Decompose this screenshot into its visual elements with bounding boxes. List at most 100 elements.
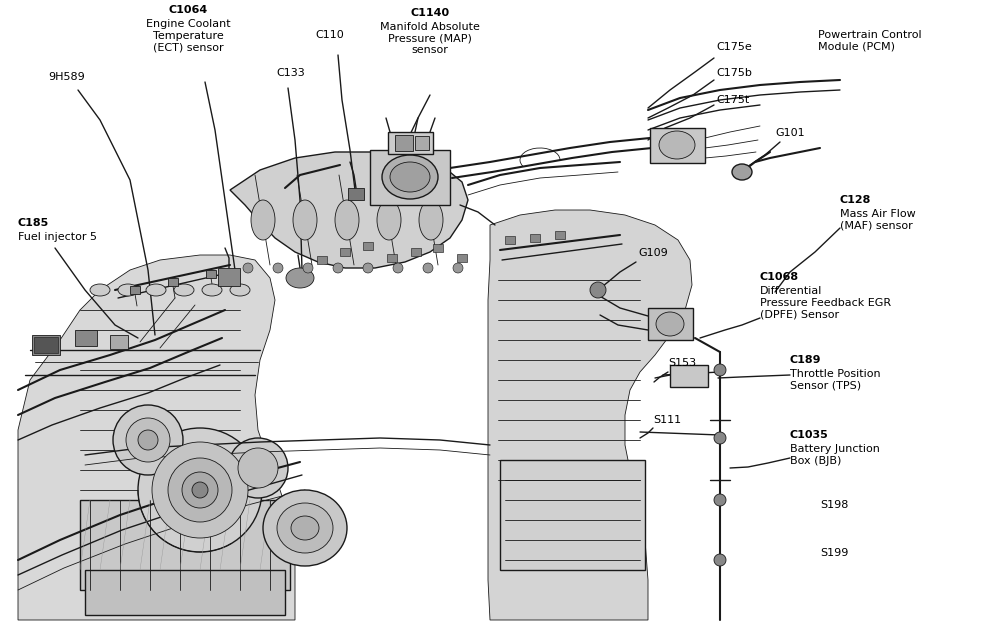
Ellipse shape — [382, 155, 437, 199]
Ellipse shape — [276, 503, 333, 553]
Bar — [555, 231, 565, 239]
Text: G109: G109 — [637, 248, 667, 258]
Ellipse shape — [146, 284, 166, 296]
Text: Differential
Pressure Feedback EGR
(DPFE) Sensor: Differential Pressure Feedback EGR (DPFE… — [759, 286, 891, 319]
Ellipse shape — [113, 405, 183, 475]
Polygon shape — [487, 210, 691, 620]
Ellipse shape — [126, 418, 170, 462]
Bar — [34, 337, 58, 353]
Ellipse shape — [335, 200, 359, 240]
Ellipse shape — [138, 428, 261, 552]
Ellipse shape — [285, 268, 314, 288]
Ellipse shape — [333, 263, 343, 273]
Bar — [414, 136, 428, 150]
Ellipse shape — [714, 432, 726, 444]
Ellipse shape — [363, 263, 373, 273]
Ellipse shape — [714, 364, 726, 376]
Ellipse shape — [714, 494, 726, 506]
Bar — [168, 278, 178, 286]
Text: Battery Junction
Box (BJB): Battery Junction Box (BJB) — [789, 444, 879, 466]
Bar — [130, 286, 140, 294]
Bar — [84, 570, 284, 615]
Text: Powertrain Control
Module (PCM): Powertrain Control Module (PCM) — [817, 30, 920, 52]
Bar — [370, 150, 449, 205]
Text: Mass Air Flow
(MAF) sensor: Mass Air Flow (MAF) sensor — [839, 209, 914, 231]
Ellipse shape — [174, 284, 194, 296]
Text: C189: C189 — [789, 355, 821, 365]
Ellipse shape — [390, 162, 429, 192]
Ellipse shape — [238, 448, 277, 488]
Text: Fuel injector 5: Fuel injector 5 — [18, 232, 96, 242]
Ellipse shape — [377, 200, 401, 240]
Bar — [206, 270, 216, 278]
Text: C175e: C175e — [716, 42, 751, 52]
Ellipse shape — [138, 430, 158, 450]
Text: C185: C185 — [18, 218, 49, 228]
Text: C1064: C1064 — [168, 5, 208, 15]
Text: C1140: C1140 — [411, 8, 449, 18]
Ellipse shape — [290, 516, 319, 540]
Ellipse shape — [202, 284, 222, 296]
Ellipse shape — [182, 472, 218, 508]
Text: S111: S111 — [652, 415, 681, 425]
Ellipse shape — [262, 490, 347, 566]
Bar — [110, 335, 128, 349]
Ellipse shape — [243, 263, 252, 273]
Ellipse shape — [230, 284, 249, 296]
Polygon shape — [18, 255, 294, 620]
Ellipse shape — [292, 200, 317, 240]
Bar — [387, 254, 397, 262]
Bar — [348, 188, 364, 200]
Ellipse shape — [228, 438, 287, 498]
Bar — [500, 460, 644, 570]
Bar — [530, 234, 540, 242]
Bar — [388, 132, 432, 154]
Text: S199: S199 — [819, 548, 848, 558]
Bar — [432, 244, 442, 252]
Ellipse shape — [152, 442, 248, 538]
Ellipse shape — [452, 263, 462, 273]
Text: 9H589: 9H589 — [48, 72, 84, 82]
Bar — [218, 268, 240, 286]
Ellipse shape — [192, 482, 208, 498]
Bar — [456, 254, 466, 262]
Bar — [340, 248, 350, 256]
Text: S198: S198 — [819, 500, 848, 510]
Text: C133: C133 — [275, 68, 304, 78]
Ellipse shape — [168, 458, 232, 522]
Text: Engine Coolant
Temperature
(ECT) sensor: Engine Coolant Temperature (ECT) sensor — [145, 19, 230, 52]
Ellipse shape — [272, 263, 282, 273]
Bar — [647, 308, 692, 340]
Text: C110: C110 — [315, 30, 344, 40]
Bar — [75, 330, 96, 346]
Text: C175b: C175b — [716, 68, 751, 78]
Ellipse shape — [303, 263, 313, 273]
Bar — [411, 248, 420, 256]
Ellipse shape — [714, 554, 726, 566]
Ellipse shape — [658, 131, 694, 159]
Bar — [317, 256, 327, 264]
Ellipse shape — [250, 200, 274, 240]
Bar — [669, 365, 708, 387]
Text: C128: C128 — [839, 195, 871, 205]
Ellipse shape — [418, 200, 442, 240]
Bar — [395, 135, 413, 151]
Text: C1035: C1035 — [789, 430, 828, 440]
Bar — [649, 128, 705, 163]
Ellipse shape — [393, 263, 403, 273]
Ellipse shape — [89, 284, 110, 296]
Ellipse shape — [422, 263, 432, 273]
Bar — [505, 236, 515, 244]
Bar — [80, 500, 289, 590]
Ellipse shape — [655, 312, 683, 336]
Text: Throttle Position
Sensor (TPS): Throttle Position Sensor (TPS) — [789, 369, 880, 391]
Text: G101: G101 — [774, 128, 804, 138]
Ellipse shape — [118, 284, 138, 296]
Text: C175t: C175t — [716, 95, 748, 105]
Bar — [32, 335, 60, 355]
Bar — [363, 242, 373, 250]
Text: Manifold Absolute
Pressure (MAP)
sensor: Manifold Absolute Pressure (MAP) sensor — [380, 22, 479, 55]
Text: S153: S153 — [667, 358, 696, 368]
Ellipse shape — [589, 282, 605, 298]
Polygon shape — [230, 152, 467, 268]
